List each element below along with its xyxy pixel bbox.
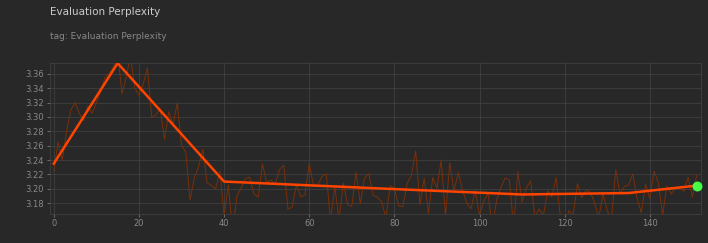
Point <box>691 184 702 188</box>
Text: Evaluation Perplexity: Evaluation Perplexity <box>50 7 160 17</box>
Text: tag: Evaluation Perplexity: tag: Evaluation Perplexity <box>50 32 166 41</box>
